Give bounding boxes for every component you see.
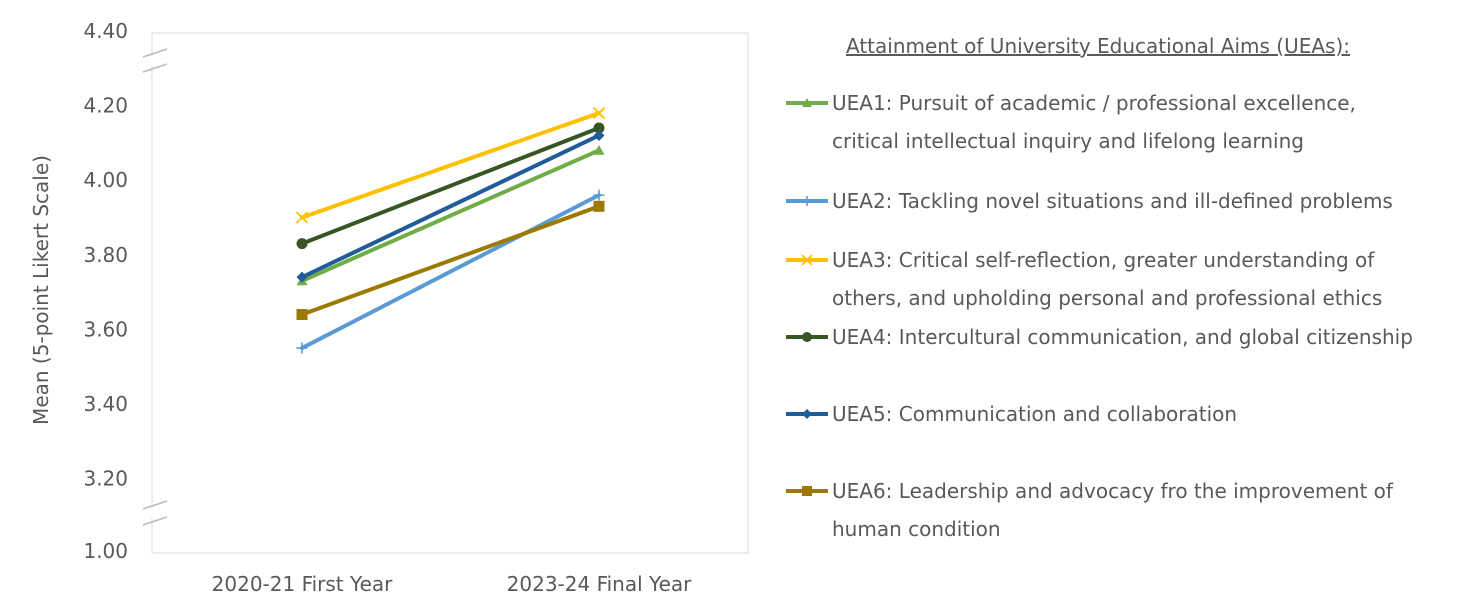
legend-label-line: UEA5: Communication and collaboration: [832, 402, 1238, 426]
plus-marker: [593, 189, 605, 201]
plus-marker: [802, 196, 812, 206]
y-tick-label: 3.20: [83, 467, 128, 491]
x-tick-label: 2023-24 Final Year: [507, 572, 692, 596]
x-marker: [295, 211, 309, 224]
y-axis-title: Mean (5-point Likert Scale): [29, 155, 53, 425]
legend-label: UEA3: Critical self-reflection, greater …: [832, 241, 1452, 317]
legend-label-line: UEA4: Intercultural communication, and g…: [832, 325, 1413, 349]
legend-label: UEA2: Tackling novel situations and ill-…: [832, 182, 1452, 220]
legend-swatch: [786, 486, 828, 496]
series-uea4: [296, 122, 605, 250]
y-tick-label: 4.40: [83, 19, 128, 43]
triangle-marker: [802, 98, 812, 107]
legend-label-line: UEA1: Pursuit of academic / professional…: [832, 91, 1356, 115]
diamond-marker: [802, 409, 812, 419]
legend-label-line: human condition: [832, 517, 1001, 541]
circle-marker: [296, 238, 308, 250]
legend-label: UEA4: Intercultural communication, and g…: [832, 318, 1452, 356]
square-marker: [296, 308, 308, 320]
legend-title: Attainment of University Educational Aim…: [846, 34, 1351, 58]
series-line: [300, 148, 601, 283]
legend-label: UEA6: Leadership and advocacy fro the im…: [832, 472, 1452, 548]
series-layer: [295, 106, 606, 354]
axis-break-mark: [142, 516, 168, 526]
y-tick-label: 4.00: [83, 168, 128, 192]
y-tick-label: 1.00: [83, 539, 128, 563]
circle-marker: [802, 332, 812, 342]
x-marker: [801, 254, 813, 266]
legend-label: UEA5: Communication and collaboration: [832, 395, 1452, 433]
diamond-marker: [593, 129, 605, 141]
axis-break-gap: [140, 56, 170, 66]
series-line: [300, 111, 601, 220]
axis-break-mark: [142, 48, 168, 58]
legend-label-line: critical intellectual inquiry and lifelo…: [832, 129, 1304, 153]
series-line: [300, 204, 601, 317]
legend-swatch: [786, 98, 828, 107]
square-marker: [593, 200, 605, 212]
legend-swatch: [786, 196, 828, 206]
axis-break-gap: [140, 508, 170, 518]
legend-swatch: [786, 409, 828, 419]
y-tick-label: 4.20: [83, 94, 128, 118]
series-line: [300, 193, 601, 351]
series-uea2: [296, 189, 605, 354]
x-tick-label: 2020-21 First Year: [212, 572, 393, 596]
legend-label-line: UEA2: Tackling novel situations and ill-…: [832, 189, 1393, 213]
axis-break-mark: [142, 500, 168, 510]
triangle-marker: [593, 144, 605, 155]
diamond-marker: [296, 271, 308, 283]
y-tick-label: 3.40: [83, 392, 128, 416]
y-tick-label: 3.80: [83, 243, 128, 267]
series-uea3: [295, 106, 606, 224]
legend-label-line: others, and upholding personal and profe…: [832, 286, 1383, 310]
legend-swatch: [786, 332, 828, 342]
axis-break-mark: [142, 63, 168, 73]
series-line: [300, 125, 601, 246]
x-axis: 2020-21 First Year 2023-24 Final Year: [212, 572, 692, 596]
legend-label-line: UEA6: Leadership and advocacy fro the im…: [832, 479, 1393, 503]
legend-label-line: UEA3: Critical self-reflection, greater …: [832, 248, 1375, 272]
square-marker: [802, 486, 812, 496]
legend-label: UEA1: Pursuit of academic / professional…: [832, 84, 1452, 160]
circle-marker: [593, 122, 605, 134]
x-marker: [592, 106, 606, 120]
series-uea6: [296, 200, 605, 320]
plot-area: [151, 32, 749, 554]
y-tick-label: 3.60: [83, 317, 128, 341]
series-line: [300, 133, 601, 280]
legend-swatch: [786, 254, 828, 266]
plus-marker: [296, 342, 308, 354]
series-uea5: [296, 129, 605, 283]
y-axis: 4.40 4.20 4.00 3.80 3.60 3.40 3.20 1.00: [83, 19, 170, 563]
